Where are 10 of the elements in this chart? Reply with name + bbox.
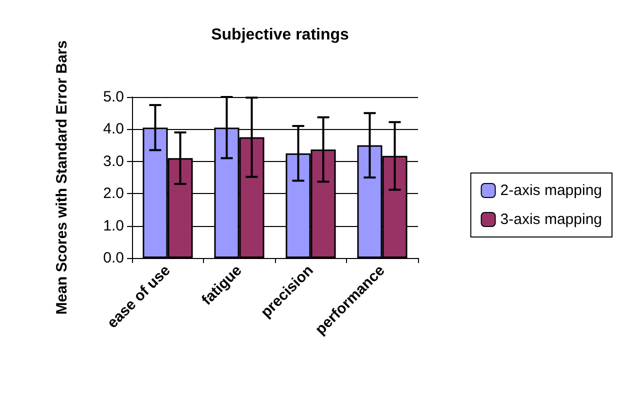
y-tick-label: 0.0 bbox=[103, 250, 124, 266]
chart-title: Subjective ratings bbox=[211, 26, 350, 44]
y-tick-label: 2.0 bbox=[103, 185, 124, 202]
y-tick-label: 3.0 bbox=[103, 152, 124, 170]
legend-label: 2-axis mapping bbox=[500, 182, 602, 199]
y-tick-label: 1.0 bbox=[103, 217, 124, 234]
y-tick-label: 4.0 bbox=[103, 120, 124, 138]
legend-label: 3-axis mapping bbox=[500, 211, 602, 228]
y-axis-title: Mean Scores with Standard Error Bars bbox=[54, 40, 70, 315]
y-tick-label: 5.0 bbox=[103, 88, 124, 106]
